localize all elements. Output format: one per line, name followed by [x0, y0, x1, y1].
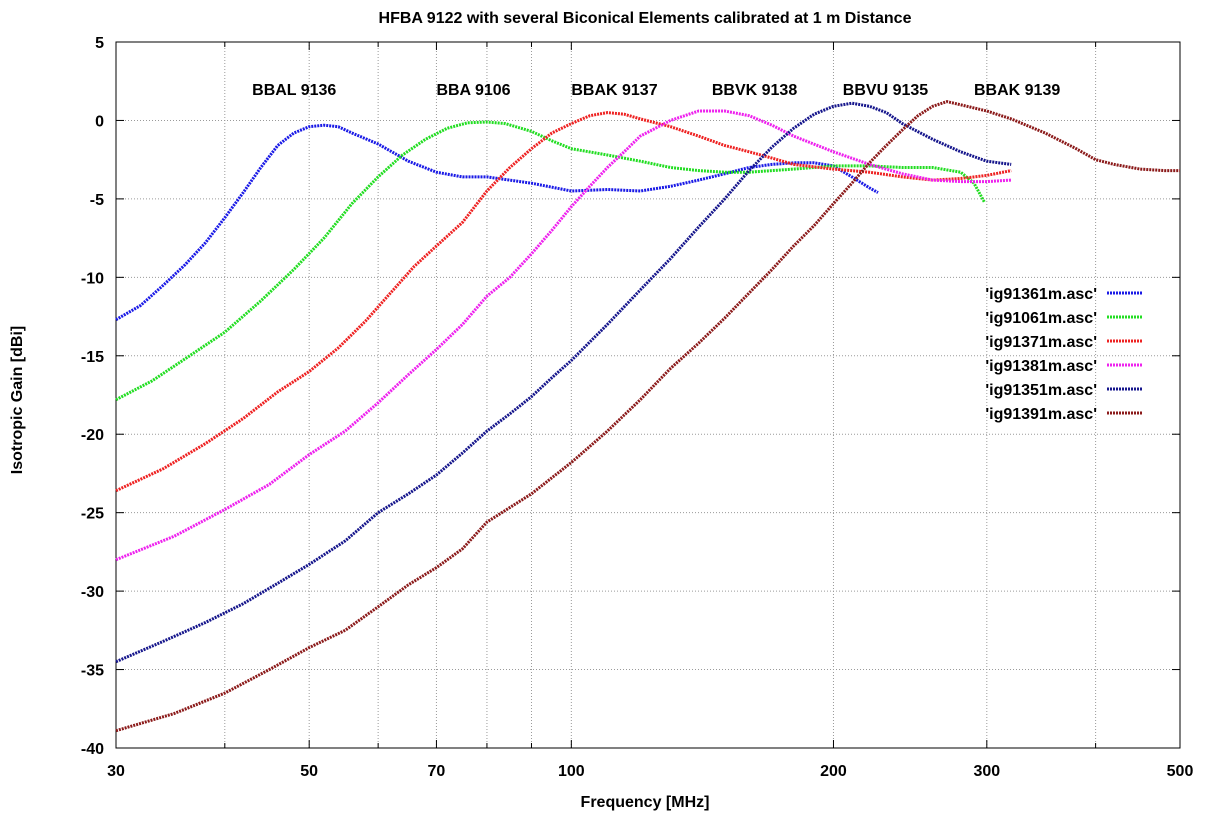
- y-tick-label: -15: [81, 349, 104, 366]
- annotation-label: BBAK 9139: [974, 82, 1060, 99]
- series-line-4: [115, 109, 1012, 562]
- y-tick-label: -5: [90, 192, 104, 209]
- legend-label: 'ig91061m.asc': [985, 310, 1097, 327]
- x-axis-label: Frequency [MHz]: [581, 794, 710, 811]
- annotation-label: BBA 9106: [436, 82, 510, 99]
- y-tick-label: -30: [81, 584, 104, 601]
- x-tick-label: 100: [558, 763, 585, 780]
- plot-frame: [115, 41, 1181, 749]
- y-tick-label: -20: [81, 427, 104, 444]
- annotation-label: BBVU 9135: [843, 82, 928, 99]
- y-tick-label: -35: [81, 663, 104, 680]
- x-tick-label: 200: [820, 763, 847, 780]
- y-tick-label: 5: [95, 35, 104, 52]
- series-line-5: [115, 101, 1012, 664]
- series-line-2: [115, 120, 986, 402]
- series-line-1: [115, 123, 879, 321]
- legend-label: 'ig91381m.asc': [985, 358, 1097, 375]
- legend-label: 'ig91391m.asc': [985, 406, 1097, 423]
- y-tick-label: -40: [81, 741, 104, 758]
- y-tick-label: -25: [81, 506, 104, 523]
- x-tick-label: 70: [428, 763, 446, 780]
- x-tick-label: 30: [107, 763, 125, 780]
- series-line-6: [115, 100, 1180, 733]
- x-tick-label: 300: [973, 763, 1000, 780]
- legend-label: 'ig91371m.asc': [985, 334, 1097, 351]
- annotations: BBAL 9136 BBA 9106 BBAK 9137 BBVK 9138 BBVU …: [252, 82, 1060, 99]
- legend: 'ig91361m.asc' 'ig91061m.asc' 'ig91371m.as…: [985, 286, 1142, 423]
- annotation-label: BBAL 9136: [252, 82, 336, 99]
- series-lines: [115, 100, 1180, 733]
- y-tick-label: 0: [95, 113, 104, 130]
- legend-label: 'ig91351m.asc': [985, 382, 1097, 399]
- chart-title: HFBA 9122 with several Biconical Element…: [379, 10, 912, 27]
- y-tick-label: -10: [81, 270, 104, 287]
- annotation-label: BBVK 9138: [712, 82, 797, 99]
- y-axis-label: Isotropic Gain [dBi]: [9, 326, 26, 474]
- series-line-3: [115, 111, 1012, 493]
- x-tick-label: 500: [1167, 763, 1194, 780]
- x-tick-label: 50: [300, 763, 318, 780]
- legend-label: 'ig91361m.asc': [985, 286, 1097, 303]
- annotation-label: BBAK 9137: [571, 82, 657, 99]
